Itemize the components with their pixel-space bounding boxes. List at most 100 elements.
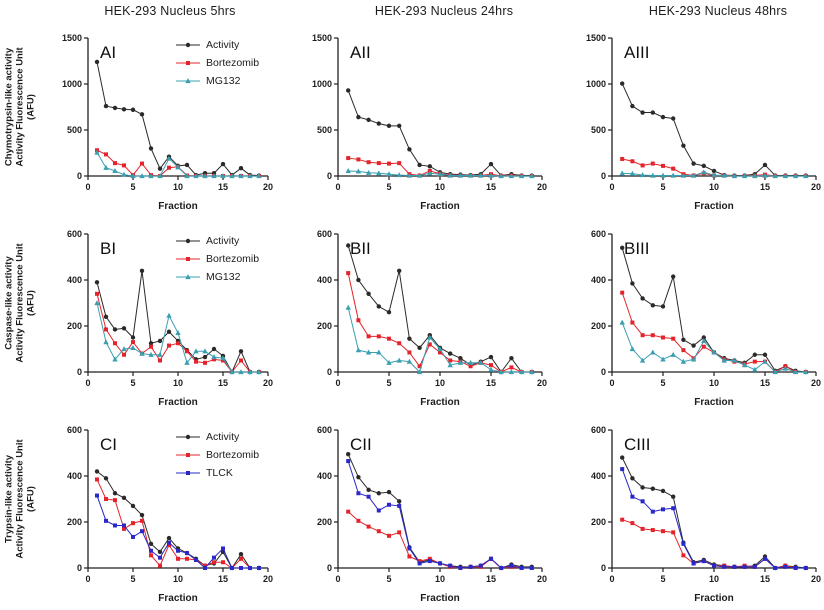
series-bortezomib-marker (113, 161, 117, 166)
series-activity-marker (488, 161, 494, 167)
y-tick-label: 0 (77, 171, 82, 181)
series-mg132-marker (112, 168, 118, 174)
x-tick-label: 0 (85, 378, 90, 388)
y-tick-label: 600 (67, 425, 82, 435)
series-mg132-marker (670, 172, 676, 178)
series-tlck-marker (221, 546, 225, 551)
series-activity-marker (427, 164, 432, 169)
series-bortezomib-marker (661, 163, 665, 168)
x-tick-label: 20 (811, 574, 821, 584)
series-tlck-marker (257, 566, 261, 570)
y-axis-label-line: Trypsin-like activity (4, 454, 15, 543)
x-tick-label: 15 (218, 378, 228, 388)
y-tick-label: 500 (591, 125, 606, 135)
series-mg132-marker (238, 369, 244, 375)
column-titles: HEK-293 Nucleus 5hrs HEK-293 Nucleus 24h… (0, 0, 824, 22)
series-activity-marker (691, 343, 696, 348)
legend-marker (186, 453, 190, 457)
series-activity-marker (407, 147, 412, 152)
series-activity-marker (386, 489, 392, 495)
series-bortezomib-marker (194, 359, 198, 364)
series-activity-marker (630, 281, 635, 286)
series-mg132-marker (427, 170, 433, 176)
y-tick-label: 500 (317, 125, 332, 135)
series-activity-marker (660, 304, 666, 309)
series-activity-marker (701, 163, 706, 169)
series-activity-marker (184, 162, 190, 168)
series-mg132-marker (256, 369, 262, 375)
y-tick-label: 400 (67, 275, 82, 285)
panel-label: CI (100, 435, 117, 454)
series-activity-marker (112, 105, 118, 111)
series-bortezomib-marker (104, 497, 108, 501)
y-tick-label: 200 (591, 321, 606, 331)
series-activity-marker (346, 243, 351, 248)
series-tlck-line (347, 460, 532, 569)
series-activity-marker (711, 168, 717, 174)
series-activity-marker (417, 345, 422, 351)
series-mg132-marker (193, 348, 199, 354)
series-mg132-marker (345, 304, 351, 310)
x-tick-label: 10 (173, 378, 183, 388)
x-tick-label: 15 (760, 574, 770, 584)
series-mg132-marker (478, 172, 484, 178)
x-axis-label: Fraction (694, 201, 733, 212)
series-mg132-marker (782, 365, 789, 371)
series-bortezomib-marker (104, 152, 108, 157)
y-tick-label: 200 (317, 517, 332, 527)
series-tlck-marker (783, 564, 788, 569)
series-tlck-marker (356, 491, 361, 496)
series-mg132-marker (211, 354, 217, 360)
series-tlck-marker (104, 518, 108, 523)
series-mg132-marker (792, 369, 799, 375)
series-bortezomib-marker (509, 365, 514, 370)
series-bortezomib-marker (640, 163, 645, 168)
series-activity-marker (376, 304, 381, 309)
series-activity-marker (650, 110, 655, 115)
series-tlck-marker (376, 508, 381, 513)
series-mg132-marker (680, 172, 687, 178)
series-activity-marker (397, 123, 402, 129)
series-bortezomib-marker (203, 563, 207, 568)
series-bortezomib-marker (681, 553, 686, 558)
legend-item-activity: Activity (176, 39, 240, 51)
series-mg132-marker (121, 171, 127, 177)
series-bortezomib-marker (650, 161, 655, 166)
series-bortezomib-marker (417, 364, 422, 369)
legend-item-mg132: MG132 (176, 271, 241, 283)
series-tlck-marker (149, 548, 153, 553)
legend-item-bortezomib: Bortezomib (176, 253, 259, 265)
series-bortezomib-line (622, 519, 806, 569)
series-bortezomib-marker (661, 335, 665, 340)
x-tick-label: 20 (537, 378, 547, 388)
column-title-48hrs: HEK-293 Nucleus 48hrs (648, 4, 788, 18)
series-mg132-marker (229, 173, 235, 179)
series-activity-marker (112, 327, 118, 332)
series-bortezomib-marker (149, 553, 153, 558)
chart-BI: 0 200 400 600 0 5 10 15 20 Fraction Caspase-like a… (4, 229, 274, 408)
series-activity-marker (148, 541, 154, 547)
x-tick-label: 5 (130, 378, 135, 388)
series-mg132-marker (157, 173, 163, 179)
x-axis-label: Fraction (420, 201, 459, 212)
series-mg132-marker (94, 300, 100, 306)
legend-item-activity: Activity (176, 235, 240, 247)
series-tlck-marker (448, 563, 453, 568)
series-mg132-marker (130, 344, 136, 350)
series-activity-marker (238, 552, 244, 557)
y-tick-label: 200 (317, 321, 332, 331)
series-mg132-marker (157, 351, 163, 357)
series-activity-marker (640, 296, 645, 301)
panel-AIII: 0 500 1000 1500 0 5 10 15 20 Fraction AIII (548, 22, 822, 218)
series-mg132-marker (680, 358, 687, 364)
series-mg132-marker (396, 357, 402, 363)
series-mg132-marker (803, 369, 809, 375)
series-mg132-marker (498, 173, 504, 179)
x-tick-label: 15 (486, 182, 496, 192)
series-mg132-marker (447, 172, 453, 178)
series-bortezomib-marker (167, 343, 171, 348)
series-tlck-marker (468, 564, 473, 569)
series-mg132-marker (211, 173, 217, 179)
series-bortezomib-marker (376, 161, 381, 166)
series-mg132-marker (437, 171, 443, 177)
